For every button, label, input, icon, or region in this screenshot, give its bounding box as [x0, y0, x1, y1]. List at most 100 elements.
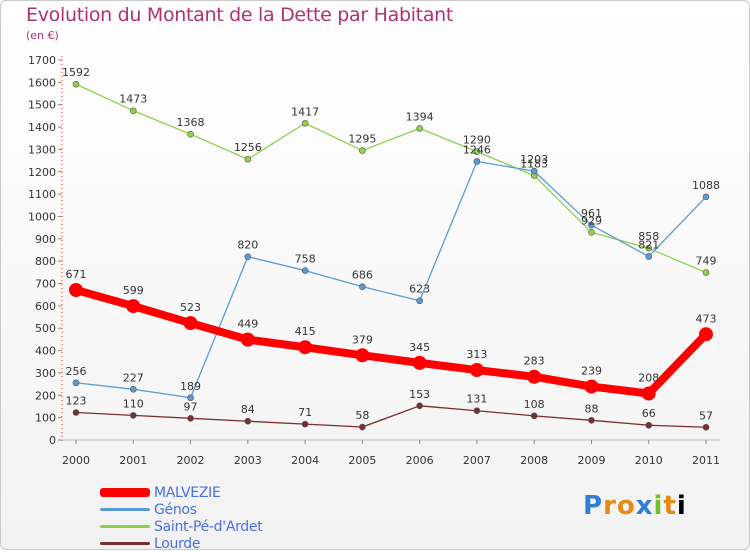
legend-label-malvezie: MALVEZIE: [154, 484, 221, 501]
data-point-saint-pe-d-ardet: [244, 155, 252, 163]
y-tick-label: 100: [35, 412, 56, 425]
legend-swatch-lourde: [100, 542, 150, 545]
data-label-malvezie: 415: [295, 325, 316, 338]
chart-title: Evolution du Montant de la Dette par Hab…: [26, 4, 454, 26]
data-label-saint-pe-d-ardet: 1368: [177, 116, 205, 129]
data-label-saint-pe-d-ardet: 1473: [119, 93, 147, 106]
data-label-saint-pe-d-ardet: 1394: [406, 110, 434, 123]
data-point-saint-pe-d-ardet: [359, 147, 366, 154]
data-point-malvezie: [699, 327, 713, 342]
data-label-malvezie: 239: [581, 365, 602, 378]
y-tick-label: 900: [35, 233, 56, 246]
data-point-lourde: [416, 402, 423, 410]
x-tick-label: 2009: [577, 454, 605, 467]
data-point-genos: [530, 167, 538, 175]
data-label-lourde: 66: [642, 407, 656, 420]
legend-swatch-genos: [100, 508, 150, 511]
data-point-genos: [645, 253, 653, 260]
series-line-genos: [75, 160, 707, 399]
y-tick-label: 400: [35, 345, 56, 358]
data-label-malvezie: 345: [409, 341, 430, 354]
data-point-genos: [129, 385, 137, 393]
y-tick-label: 500: [35, 322, 56, 335]
data-label-saint-pe-d-ardet: 858: [638, 230, 659, 243]
data-label-genos: 961: [581, 207, 602, 220]
legend-label-genos: Génos: [154, 501, 197, 518]
data-label-lourde: 57: [699, 409, 713, 422]
data-point-saint-pe-d-ardet: [301, 119, 309, 127]
data-label-malvezie: 313: [466, 348, 487, 361]
data-label-genos: 821: [638, 238, 659, 251]
data-point-saint-pe-d-ardet: [72, 80, 80, 88]
y-tick-label: 1700: [28, 54, 56, 67]
series-lourde: [72, 402, 710, 431]
data-label-malvezie: 599: [123, 284, 144, 297]
data-label-saint-pe-d-ardet: 1183: [520, 158, 548, 171]
data-point-lourde: [187, 415, 194, 422]
data-point-saint-pe-d-ardet: [187, 130, 194, 138]
data-label-lourde: 71: [298, 406, 312, 419]
series-line-lourde: [75, 405, 707, 428]
series-malvezie: [69, 283, 713, 401]
y-tick-label: 200: [35, 389, 56, 402]
legend-label-saint-pe-d-ardet: Saint-Pé-d'Ardet: [154, 518, 263, 535]
data-point-genos: [588, 221, 595, 229]
legend-item-genos: Génos: [100, 501, 262, 518]
x-tick-label: 2000: [62, 454, 90, 467]
data-point-saint-pe-d-ardet: [129, 107, 137, 115]
data-point-malvezie: [469, 363, 484, 378]
y-tick-label: 1300: [28, 143, 56, 156]
y-tick-label: 1500: [28, 99, 56, 112]
y-tick-label: 1200: [28, 166, 56, 179]
data-point-genos: [72, 379, 80, 387]
data-label-genos: 758: [295, 253, 316, 266]
y-tick-label: 0: [49, 434, 56, 447]
data-label-lourde: 97: [184, 400, 198, 413]
data-point-saint-pe-d-ardet: [416, 125, 423, 132]
data-point-malvezie: [527, 369, 542, 384]
data-label-saint-pe-d-ardet: 1417: [291, 105, 319, 118]
data-label-saint-pe-d-ardet: 929: [581, 214, 602, 227]
y-tick-label: 300: [35, 367, 56, 380]
data-label-genos: 820: [237, 239, 258, 252]
data-point-malvezie: [69, 283, 83, 298]
series-genos: [72, 158, 710, 402]
data-point-malvezie: [240, 332, 255, 347]
series-line-saint-pe-d-ardet: [75, 83, 707, 274]
data-label-genos: 686: [352, 269, 373, 282]
data-point-malvezie: [298, 340, 313, 355]
y-tick-label: 1600: [28, 76, 56, 89]
data-point-genos: [301, 267, 309, 274]
legend-swatch-saint-pe-d-ardet: [100, 525, 150, 528]
data-label-saint-pe-d-ardet: 1295: [348, 133, 376, 146]
data-point-malvezie: [183, 316, 198, 331]
data-label-genos: 1088: [692, 179, 720, 192]
legend-item-lourde: Lourde: [100, 535, 262, 552]
data-point-lourde: [359, 423, 366, 431]
data-point-lourde: [645, 421, 653, 429]
series-line-malvezie: [72, 286, 710, 398]
data-point-saint-pe-d-ardet: [702, 269, 710, 276]
x-tick-label: 2011: [692, 454, 720, 467]
data-label-genos: 623: [409, 283, 430, 296]
chart-legend: MALVEZIE Génos Saint-Pé-d'Ardet Lourde: [100, 484, 263, 552]
data-point-lourde: [530, 412, 538, 420]
data-label-genos: 1203: [520, 153, 548, 166]
data-label-genos: 189: [180, 380, 201, 393]
data-label-malvezie: 208: [638, 372, 659, 385]
data-point-genos: [473, 158, 481, 165]
x-tick-label: 2003: [234, 454, 262, 467]
data-point-malvezie: [584, 379, 599, 394]
data-label-lourde: 88: [584, 402, 598, 415]
y-tick-label: 1400: [28, 121, 56, 134]
data-point-saint-pe-d-ardet: [473, 148, 481, 155]
data-label-lourde: 153: [409, 388, 430, 401]
data-label-saint-pe-d-ardet: 749: [696, 255, 717, 268]
data-label-genos: 1246: [463, 143, 491, 156]
legend-label-lourde: Lourde: [154, 535, 201, 552]
data-label-malvezie: 671: [66, 268, 87, 281]
data-label-saint-pe-d-ardet: 1290: [463, 134, 491, 147]
x-tick-label: 2006: [406, 454, 434, 467]
data-label-lourde: 58: [355, 409, 369, 422]
